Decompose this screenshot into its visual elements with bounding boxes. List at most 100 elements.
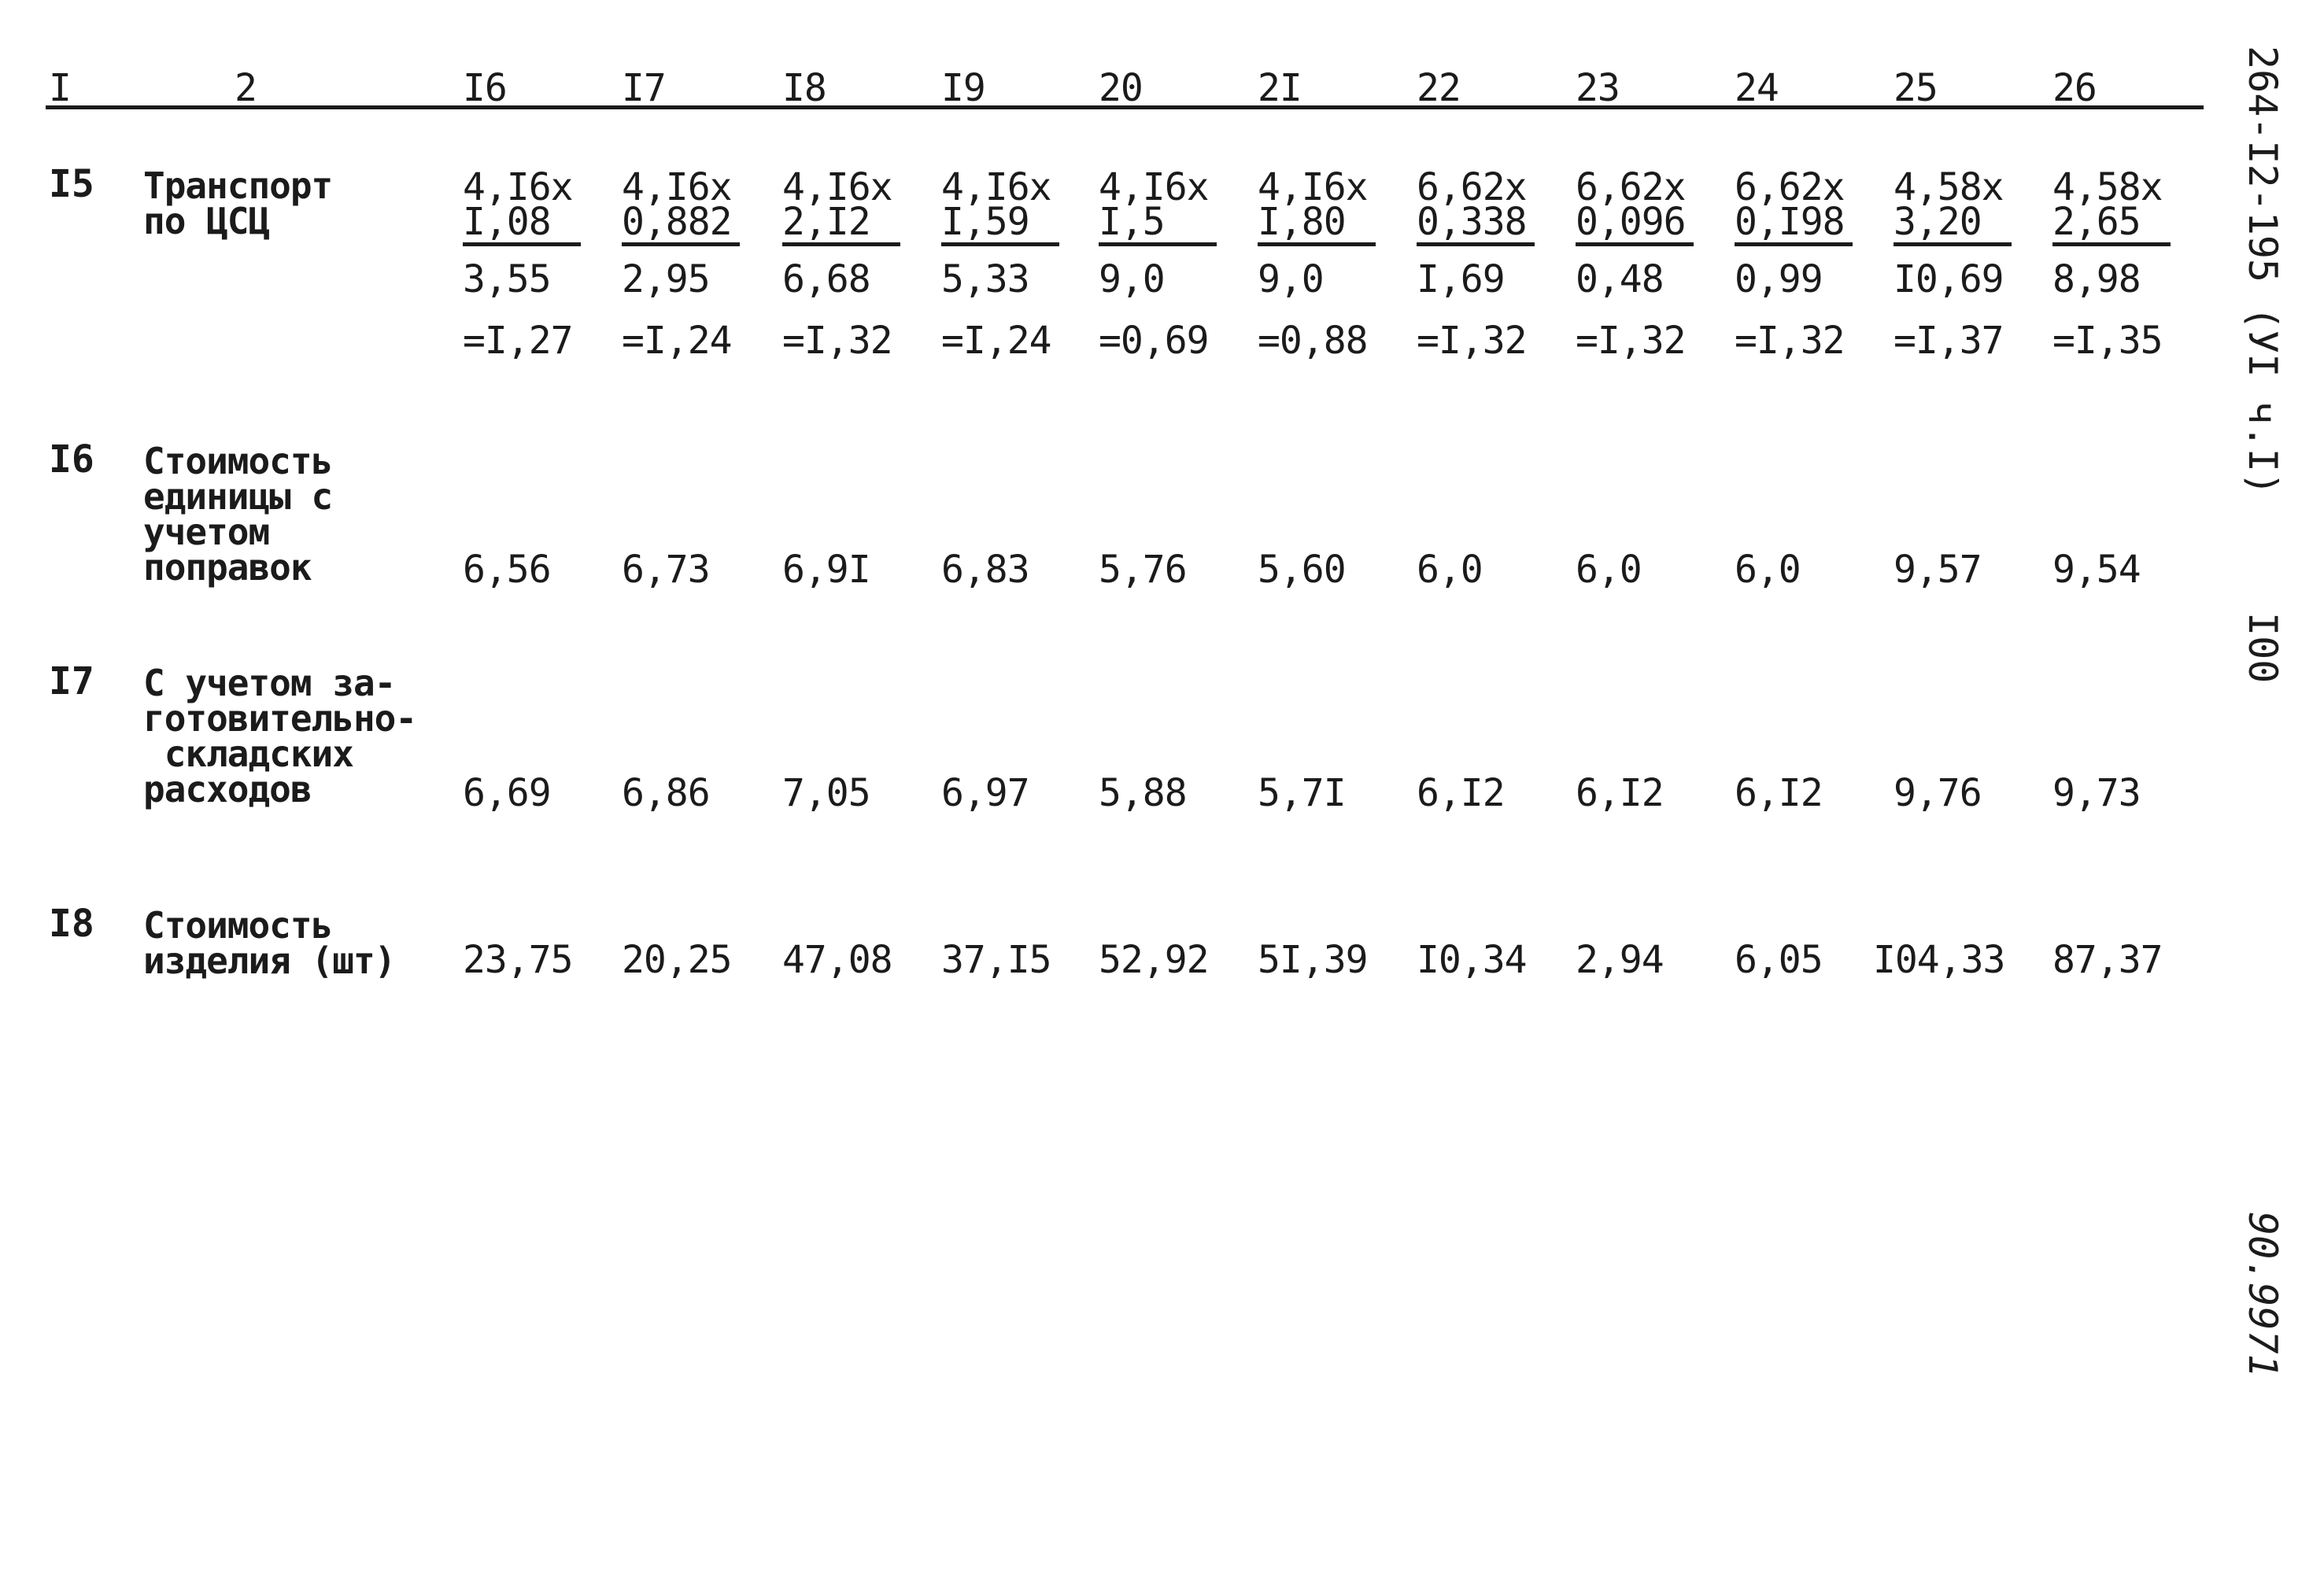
item-cost-value: 87,37	[2052, 938, 2163, 982]
transport-ratio: =0,88	[1258, 319, 1369, 363]
header-col-22: 22	[1417, 66, 1461, 110]
transport-cell-23: 6,62x 0,096 0,48 =I,32	[1576, 168, 1694, 360]
header-col-23: 23	[1576, 66, 1620, 110]
transport-factor: I,80	[1258, 203, 1376, 246]
header-col-17: I7	[622, 66, 667, 110]
with-storage-value: 6,I2	[1576, 771, 1664, 815]
with-storage-value: 9,76	[1894, 771, 1982, 815]
header-col-25: 25	[1894, 66, 1938, 110]
with-storage-value: 9,73	[2052, 771, 2141, 815]
unit-cost-value: 9,57	[1894, 548, 1982, 592]
document-code: 264-I2-195 (УI ч.I)	[2240, 46, 2285, 496]
unit-cost-value: 5,60	[1258, 548, 1347, 592]
transport-cell-26: 4,58x 2,65 8,98 =I,35	[2052, 168, 2171, 360]
transport-factor: 3,20	[1894, 203, 2012, 246]
item-cost-value: 37,I5	[941, 938, 1051, 982]
row-label-item-cost: Стоимость изделия (шт)	[143, 904, 396, 983]
row-number-17: I7	[49, 659, 94, 703]
transport-product: 9,0	[1258, 257, 1325, 301]
transport-product: 0,48	[1576, 257, 1664, 301]
transport-ratio: =I,24	[941, 319, 1052, 363]
transport-factor: I,5	[1099, 203, 1217, 246]
transport-multiplier: 4,I6x	[622, 165, 733, 209]
transport-ratio: =I,32	[1417, 319, 1528, 363]
transport-cell-20: 4,I6x I,5 9,0 =0,69	[1099, 168, 1217, 360]
transport-multiplier: 4,I6x	[463, 165, 574, 209]
transport-multiplier: 4,58x	[1894, 165, 2004, 209]
header-col-24: 24	[1735, 66, 1779, 110]
transport-factor: 2,I2	[782, 203, 900, 246]
row-label-transport: Транспорт по ЦСЦ	[143, 164, 333, 243]
transport-cell-19: 4,I6x I,59 5,33 =I,24	[941, 168, 1059, 360]
transport-factor: I,08	[463, 203, 581, 246]
transport-ratio: =I,24	[622, 319, 733, 363]
item-cost-value: 20,25	[622, 938, 732, 982]
row-number-16: I6	[49, 437, 94, 482]
transport-factor: 0,338	[1417, 203, 1535, 246]
item-cost-value: 6,05	[1735, 938, 1823, 982]
transport-product: I,69	[1417, 257, 1506, 301]
transport-product: 2,95	[622, 257, 711, 301]
transport-cell-18: 4,I6x 2,I2 6,68 =I,32	[782, 168, 900, 360]
transport-cell-22: 6,62x 0,338 I,69 =I,32	[1417, 168, 1535, 360]
with-storage-value: 6,86	[622, 771, 711, 815]
transport-cell-21: 4,I6x I,80 9,0 =0,88	[1258, 168, 1376, 360]
unit-cost-value: 6,56	[463, 548, 552, 592]
with-storage-value: 6,I2	[1735, 771, 1823, 815]
header-col-19: I9	[941, 66, 986, 110]
transport-product: 9,0	[1099, 257, 1166, 301]
transport-ratio: =I,37	[1894, 319, 2004, 363]
page-number: I00	[2240, 612, 2285, 684]
item-cost-value: 52,92	[1099, 938, 1209, 982]
row-number-15: I5	[49, 162, 94, 206]
transport-multiplier: 6,62x	[1735, 165, 1846, 209]
transport-ratio: =0,69	[1099, 319, 1210, 363]
archive-stamp: 90.9971	[2240, 1212, 2285, 1378]
header-col-26: 26	[2052, 66, 2097, 110]
item-cost-value: I0,34	[1417, 938, 1527, 982]
transport-cell-25: 4,58x 3,20 I0,69 =I,37	[1894, 168, 2012, 360]
transport-product: I0,69	[1894, 257, 2004, 301]
row-number-18: I8	[49, 902, 94, 946]
transport-ratio: =I,32	[1735, 319, 1846, 363]
transport-multiplier: 4,I6x	[1258, 165, 1369, 209]
with-storage-value: 7,05	[782, 771, 871, 815]
with-storage-value: 6,I2	[1417, 771, 1506, 815]
transport-product: 0,99	[1735, 257, 1823, 301]
transport-multiplier: 4,I6x	[1099, 165, 1210, 209]
transport-product: 3,55	[463, 257, 552, 301]
transport-product: 5,33	[941, 257, 1030, 301]
header-rule	[46, 105, 2204, 109]
transport-ratio: =I,27	[463, 319, 574, 363]
item-cost-value: I04,33	[1873, 938, 2005, 982]
item-cost-value: 5I,39	[1258, 938, 1368, 982]
transport-ratio: =I,32	[1576, 319, 1687, 363]
header-col-18: I8	[782, 66, 827, 110]
unit-cost-value: 9,54	[2052, 548, 2141, 592]
unit-cost-value: 6,83	[941, 548, 1030, 592]
transport-ratio: =I,32	[782, 319, 893, 363]
transport-factor: 0,096	[1576, 203, 1694, 246]
header-col-20: 20	[1099, 66, 1144, 110]
with-storage-value: 6,69	[463, 771, 552, 815]
unit-cost-value: 6,0	[1735, 548, 1801, 592]
with-storage-value: 5,7I	[1258, 771, 1347, 815]
transport-factor: 2,65	[2052, 203, 2171, 246]
row-label-unit-cost: Стоимость единицы с учетом поправок	[143, 440, 333, 589]
transport-cell-24: 6,62x 0,I98 0,99 =I,32	[1735, 168, 1853, 360]
unit-cost-value: 5,76	[1099, 548, 1188, 592]
transport-cell-17: 4,I6x 0,882 2,95 =I,24	[622, 168, 740, 360]
unit-cost-value: 6,73	[622, 548, 711, 592]
transport-multiplier: 4,I6x	[941, 165, 1052, 209]
transport-multiplier: 4,58x	[2052, 165, 2163, 209]
row-label-with-storage: С учетом за- готовительно- складских рас…	[143, 662, 417, 811]
transport-multiplier: 6,62x	[1417, 165, 1528, 209]
header-col-21: 2I	[1258, 66, 1302, 110]
header-col-16: I6	[463, 66, 508, 110]
transport-product: 6,68	[782, 257, 871, 301]
transport-cell-16: 4,I6x I,08 3,55 =I,27	[463, 168, 581, 360]
item-cost-value: 23,75	[463, 938, 573, 982]
transport-multiplier: 6,62x	[1576, 165, 1687, 209]
item-cost-value: 2,94	[1576, 938, 1664, 982]
